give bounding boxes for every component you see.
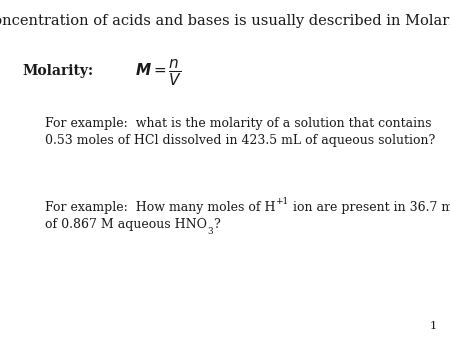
Text: For example:  what is the molarity of a solution that contains: For example: what is the molarity of a s…: [45, 117, 432, 130]
Text: ion are present in 36.7 mL: ion are present in 36.7 mL: [289, 201, 450, 214]
Text: ?: ?: [212, 218, 220, 231]
Text: +1: +1: [275, 197, 289, 206]
Text: $\boldsymbol{M} = \dfrac{n}{V}$: $\boldsymbol{M} = \dfrac{n}{V}$: [135, 58, 182, 88]
Text: of 0.867 M aqueous HNO: of 0.867 M aqueous HNO: [45, 218, 207, 231]
Text: Molarity:: Molarity:: [22, 64, 94, 78]
Text: Concentration of acids and bases is usually described in Molarity: Concentration of acids and bases is usua…: [0, 14, 450, 27]
Text: 0.53 moles of HCl dissolved in 423.5 mL of aqueous solution?: 0.53 moles of HCl dissolved in 423.5 mL …: [45, 134, 435, 147]
Text: 1: 1: [429, 321, 436, 331]
Text: 3: 3: [207, 227, 212, 236]
Text: For example:  How many moles of H: For example: How many moles of H: [45, 201, 275, 214]
